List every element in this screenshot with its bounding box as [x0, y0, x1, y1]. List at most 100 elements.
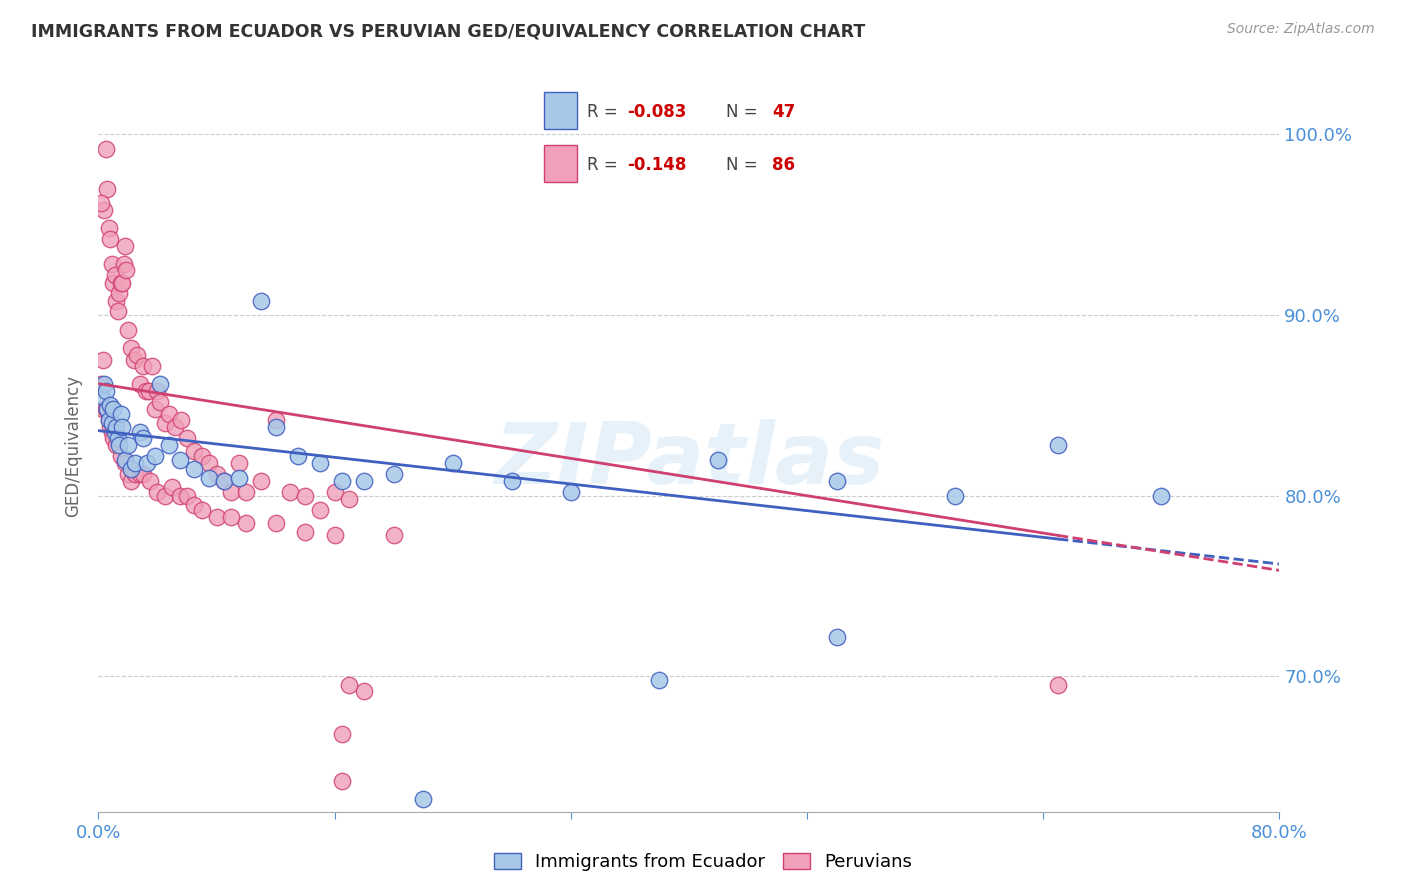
Text: Source: ZipAtlas.com: Source: ZipAtlas.com	[1227, 22, 1375, 37]
Text: R =: R =	[588, 103, 623, 120]
Legend: Immigrants from Ecuador, Peruvians: Immigrants from Ecuador, Peruvians	[486, 846, 920, 879]
Point	[1046, 678, 1070, 692]
Point	[339, 492, 361, 507]
Point	[124, 456, 146, 470]
Point	[198, 456, 221, 470]
Point	[114, 456, 136, 470]
Point	[105, 420, 128, 434]
Point	[97, 221, 120, 235]
Point	[198, 470, 221, 484]
Bar	[544, 145, 578, 182]
Point	[353, 683, 375, 698]
Point	[100, 425, 122, 440]
Point	[136, 456, 159, 470]
Point	[441, 456, 464, 470]
Point	[90, 196, 112, 211]
Point	[110, 449, 132, 463]
Point	[309, 456, 332, 470]
Point	[135, 384, 157, 398]
Y-axis label: GED/Equivalency: GED/Equivalency	[65, 375, 83, 517]
Point	[205, 510, 228, 524]
Point	[228, 456, 250, 470]
Point	[143, 401, 166, 416]
Point	[264, 420, 287, 434]
Point	[330, 474, 353, 488]
Point	[235, 485, 257, 500]
Point	[280, 485, 302, 500]
Point	[105, 438, 128, 452]
Point	[94, 401, 117, 416]
Point	[132, 467, 155, 481]
Point	[125, 348, 148, 362]
Point	[169, 452, 191, 467]
Point	[120, 474, 142, 488]
Point	[90, 376, 112, 391]
Point	[146, 485, 169, 500]
Text: IMMIGRANTS FROM ECUADOR VS PERUVIAN GED/EQUIVALENCY CORRELATION CHART: IMMIGRANTS FROM ECUADOR VS PERUVIAN GED/…	[31, 22, 865, 40]
Point	[103, 401, 125, 416]
Point	[132, 431, 155, 445]
Point	[176, 489, 198, 503]
Point	[94, 384, 117, 398]
Point	[825, 474, 848, 488]
Point	[112, 258, 135, 272]
Point	[153, 417, 176, 431]
Point	[114, 452, 136, 467]
Point	[146, 384, 169, 398]
Point	[353, 474, 375, 488]
Point	[143, 449, 166, 463]
Point	[191, 503, 214, 517]
Point	[165, 420, 187, 434]
Point	[501, 474, 523, 488]
Point	[104, 425, 127, 440]
Point	[96, 401, 118, 416]
Point	[323, 528, 346, 542]
Point	[183, 443, 205, 458]
Point	[111, 276, 134, 290]
Text: ZIPatlas: ZIPatlas	[494, 419, 884, 502]
Point	[96, 401, 118, 416]
Point	[250, 474, 273, 488]
Point	[103, 431, 125, 445]
Point	[128, 425, 150, 440]
Point	[183, 461, 205, 475]
Point	[108, 438, 131, 452]
Point	[943, 489, 966, 503]
Point	[330, 727, 353, 741]
Point	[157, 438, 180, 452]
Point	[382, 467, 405, 481]
Point	[228, 470, 250, 484]
Point	[97, 413, 120, 427]
Point	[212, 474, 235, 488]
Point	[93, 203, 115, 218]
Point	[110, 276, 132, 290]
Point	[169, 489, 191, 503]
Point	[287, 449, 309, 463]
Point	[107, 431, 129, 445]
Text: 86: 86	[772, 156, 796, 174]
Point	[560, 485, 582, 500]
Point	[115, 263, 138, 277]
Point	[221, 510, 243, 524]
Point	[176, 431, 198, 445]
Text: N =: N =	[725, 103, 763, 120]
Text: R =: R =	[588, 156, 623, 174]
Point	[212, 474, 235, 488]
Point	[648, 673, 671, 687]
Point	[94, 142, 117, 156]
Point	[235, 516, 257, 530]
Point	[111, 420, 134, 434]
Point	[141, 359, 163, 373]
Point	[250, 293, 273, 308]
Point	[157, 408, 180, 422]
Point	[191, 449, 214, 463]
Text: -0.148: -0.148	[627, 156, 686, 174]
Point	[107, 304, 129, 318]
Point	[149, 394, 172, 409]
Point	[122, 353, 145, 368]
Point	[97, 413, 120, 427]
Point	[339, 678, 361, 692]
Point	[323, 485, 346, 500]
Text: -0.083: -0.083	[627, 103, 686, 120]
Point	[132, 359, 155, 373]
